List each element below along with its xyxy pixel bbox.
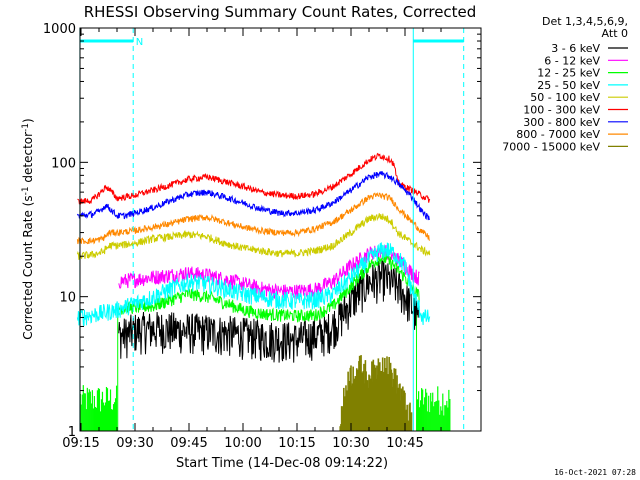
series-100-300-kev <box>77 152 431 205</box>
legend-entry-label: 12 - 25 keV <box>537 67 600 80</box>
series-line <box>76 242 431 327</box>
series-25-50-kev <box>76 242 431 327</box>
x-tick-label: 10:00 <box>224 436 261 451</box>
x-tick-label: 10:45 <box>386 436 423 451</box>
series-line <box>118 252 420 323</box>
series-800-7000-kev <box>76 191 431 245</box>
night-flag-label: N <box>136 37 143 48</box>
chart-title: RHESSI Observing Summary Count Rates, Co… <box>84 3 477 21</box>
x-tick-label: 09:15 <box>62 436 99 451</box>
y-axis-label: Corrected Count Rate (s-1 detector-1) <box>21 118 35 339</box>
series-line <box>76 171 431 221</box>
series-7000-15000-kev <box>339 355 413 431</box>
x-axis-label: Start Time (14-Dec-08 09:14:22) <box>176 456 388 471</box>
series-3-6-kev <box>118 258 420 363</box>
legend-entry-label: 800 - 7000 keV <box>516 128 600 141</box>
y-tick-label: 10 <box>59 291 76 306</box>
x-tick-label: 10:30 <box>332 436 369 451</box>
legend-entry-label: 100 - 300 keV <box>523 104 600 117</box>
legend-entry-label: 7000 - 15000 keV <box>502 140 600 153</box>
y-tick-label: 100 <box>51 156 76 171</box>
axis-ticks: 09:15 09:30 09:45 10:00 10:15 10:30 10:45 1 10 10… <box>43 22 481 451</box>
y-tick-label: 1 <box>68 425 76 440</box>
plot-frame <box>79 27 482 432</box>
series-line <box>76 191 431 245</box>
legend-entry-label: 50 - 100 keV <box>530 91 600 104</box>
legend-entry-label: 300 - 800 keV <box>523 116 600 129</box>
legend-header: Det 1,3,4,5,6,9, <box>542 15 628 28</box>
x-tick-label: 09:45 <box>170 436 207 451</box>
plot-area: N <box>76 28 465 431</box>
x-tick-label: 10:15 <box>278 436 315 451</box>
legend-entry-label: 25 - 50 keV <box>537 79 600 92</box>
legend-entry-label: 3 - 6 keV <box>551 42 600 55</box>
footer-timestamp: 16-Oct-2021 07:28 <box>554 468 636 477</box>
series-line <box>76 213 431 260</box>
y-tick-label: 1000 <box>43 22 76 37</box>
series-line <box>77 152 431 205</box>
series-300-800-kev <box>76 171 431 221</box>
legend-header: Att 0 <box>602 27 628 40</box>
background-band-series <box>79 302 451 431</box>
legend-entry-label: 6 - 12 keV <box>544 54 600 67</box>
series-50-100-kev <box>76 213 431 260</box>
x-tick-label: 09:30 <box>116 436 153 451</box>
series-12-25-kev <box>118 252 420 323</box>
series-line <box>118 258 420 363</box>
